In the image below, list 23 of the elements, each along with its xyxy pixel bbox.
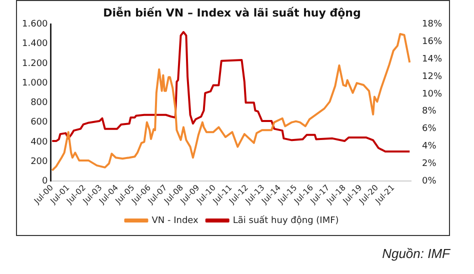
y2-tick-label: 14%	[422, 54, 442, 64]
y2-tick-label: 2%	[422, 159, 437, 170]
y-tick-label: 800	[30, 98, 48, 108]
chart-title: Diễn biến VN – Index và lãi suất huy động	[103, 6, 361, 20]
y-tick-label: 0	[42, 176, 48, 186]
y-tick-label: 600	[30, 118, 48, 128]
legend-label: VN - Index	[152, 216, 200, 226]
y2-tick-label: 18%	[422, 20, 442, 30]
legend-label: Lãi suất huy động (IMF)	[232, 214, 339, 226]
y-tick-label: 1.000	[22, 78, 48, 88]
y2-tick-label: 12%	[422, 72, 442, 82]
y-tick-label: 400	[30, 137, 48, 148]
y-tick-label: 1.200	[22, 58, 48, 69]
y2-tick-label: 4%	[422, 142, 437, 152]
y2-tick-label: 8%	[422, 106, 437, 117]
y2-tick-label: 0%	[422, 176, 437, 186]
y-tick-label: 1.600	[22, 20, 48, 30]
text: Nguồn: IMF	[382, 246, 450, 261]
y2-tick-label: 6%	[422, 124, 437, 134]
y-tick-label: 200	[30, 156, 48, 167]
y2-tick-label: 16%	[422, 36, 442, 47]
y2-tick-label: 10%	[422, 89, 442, 100]
y-tick-label: 1.400	[22, 39, 48, 50]
